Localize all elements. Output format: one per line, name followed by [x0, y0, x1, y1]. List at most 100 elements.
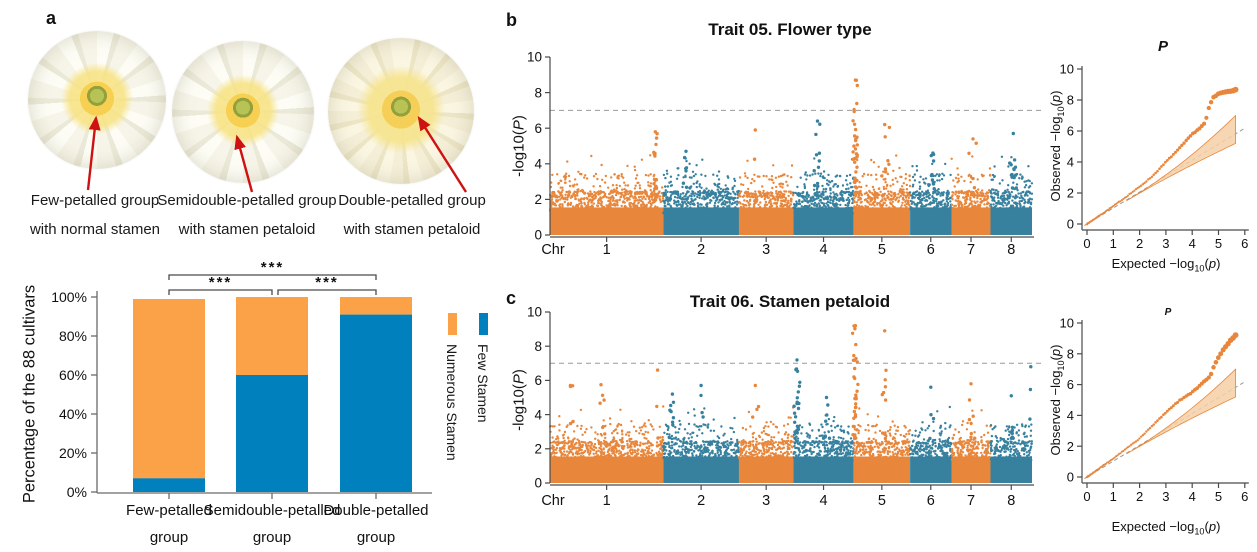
qq-ytick-label: 0 — [1067, 217, 1074, 232]
qq-xtick-label: 3 — [1162, 489, 1169, 504]
xlabel-part: 10 — [1194, 526, 1205, 537]
bar-few-stamen — [236, 375, 308, 492]
chromosome-tick-label: 4 — [819, 242, 827, 258]
double-petalled-caption: Double-petalled group with stamen petalo… — [312, 186, 512, 244]
manhattan-points — [548, 78, 1034, 235]
qq-c-title: P — [1164, 307, 1172, 318]
caption-line: Double-petalled group — [338, 192, 486, 209]
qq-ytick-label: 8 — [1067, 93, 1074, 108]
chromosome-tick-label: 8 — [1007, 242, 1015, 258]
manhattan-ytick-label: 8 — [534, 339, 542, 354]
panel-c-letter: c — [506, 288, 517, 308]
chromosome-tick-label: 4 — [819, 493, 827, 509]
bar-numerous-stamen — [236, 297, 308, 375]
manhattan-plot-trait05: 0 2 4 6 8 10 Chr 1 2 3 4 5 6 7 8 — [510, 28, 1045, 276]
xlabel-part: ) — [1216, 519, 1221, 534]
chromosome-tick-label: 1 — [603, 493, 611, 509]
manhattan-ytick-label: 0 — [534, 476, 542, 491]
few-stamen-swatch — [478, 313, 488, 335]
chromosome-tick-label: 2 — [697, 493, 705, 509]
few-petalled-flower-photo — [28, 31, 166, 169]
xlabel-part: ( — [1204, 519, 1209, 534]
xlabel-part: Expected −log — [1111, 256, 1195, 271]
manhattan-ytick-label: 8 — [534, 85, 542, 100]
significance-stars: *** — [315, 274, 339, 291]
chr-axis-label: Chr — [541, 242, 565, 258]
bars — [133, 297, 412, 492]
manhattan-ytick-label: 2 — [534, 442, 542, 457]
qq-c-xlabel: Expected −log10(p) — [1112, 519, 1221, 537]
manhattan-axes — [545, 56, 1034, 242]
qq-b-xlabel: Expected −log10(p) — [1112, 256, 1221, 274]
manhattan-trait06-svg: 0 2 4 6 8 10 Chr 1 2 3 4 5 6 7 8 — [527, 305, 1044, 509]
bar-ylabel: Percentage of the 88 cultivars — [20, 284, 39, 504]
panel-b-letter: b — [506, 10, 517, 30]
bar-ytick-label: 60% — [59, 367, 87, 383]
qq-axes — [1077, 66, 1249, 235]
chromosome-tick-label: 5 — [878, 493, 886, 509]
chromosome-tick-label: 6 — [927, 242, 935, 258]
qq-xtick-label: 5 — [1215, 489, 1222, 504]
qq-xtick-label: 4 — [1189, 236, 1196, 251]
legend-label: Few Stamen — [475, 344, 491, 423]
manhattan-ytick-label: 4 — [534, 407, 542, 422]
qq-ytick-label: 6 — [1067, 124, 1074, 139]
xlabel-part: ( — [1204, 256, 1209, 271]
chromosome-tick-label: 3 — [762, 242, 770, 258]
double-petalled-flower-photo — [328, 38, 474, 184]
numerous-stamen-swatch — [447, 313, 457, 335]
qq-xtick-label: 1 — [1110, 236, 1117, 251]
manhattan-ytick-label: 6 — [534, 373, 542, 388]
manhattan-ytick-label: 6 — [534, 121, 542, 136]
qq-xtick-label: 1 — [1110, 489, 1117, 504]
manhattan-points — [548, 324, 1033, 483]
bracket — [168, 289, 273, 295]
semidouble-petalled-caption: Semidouble-petalled group with stamen pe… — [147, 186, 347, 244]
significance-stars: *** — [261, 259, 285, 276]
qq-trait05-svg: 0 2 4 6 8 10 0 1 2 3 4 5 6 — [1060, 62, 1249, 251]
caption-line: Semidouble-petalled group — [157, 192, 337, 209]
manhattan-trait05-svg: 0 2 4 6 8 10 Chr 1 2 3 4 5 6 7 8 — [527, 50, 1044, 258]
qq-points — [1086, 86, 1239, 226]
manhattan-ytick-label: 10 — [527, 305, 542, 320]
significance-brackets: *** *** *** — [168, 259, 377, 295]
manhattan-c-title: Trait 06. Stamen petaloid — [689, 292, 891, 311]
bar-xtick-line2: group — [253, 529, 291, 546]
qq-plot-trait05: 0 2 4 6 8 10 0 1 2 3 4 5 6 — [1048, 30, 1257, 280]
manhattan-ytick-label: 4 — [534, 157, 542, 172]
bracket — [168, 274, 377, 280]
caption-line: with normal stamen — [29, 221, 161, 238]
qq-ytick-label: 10 — [1060, 62, 1074, 77]
qq-ytick-label: 10 — [1060, 316, 1074, 331]
xlabel-part: 10 — [1194, 263, 1205, 274]
semidouble-petalled-flower-photo — [172, 41, 314, 183]
bar-numerous-stamen — [133, 299, 205, 479]
chromosome-tick-label: 7 — [967, 493, 975, 509]
manhattan-b-title: Trait 05. Flower type — [708, 20, 872, 39]
chromosome-tick-label: 5 — [878, 242, 886, 258]
bar-ytick-label: 80% — [59, 328, 87, 344]
qq-xtick-label: 6 — [1241, 236, 1248, 251]
qq-trait06-svg: 0 2 4 6 8 10 0 1 2 3 4 5 6 — [1060, 316, 1249, 504]
bar-axes — [91, 291, 432, 499]
xlabel-part: p — [1208, 256, 1217, 271]
manhattan-ytick-label: 2 — [534, 192, 542, 207]
bar-ytick-label: 0% — [67, 484, 87, 500]
legend-numerous-stamen: Numerous Stamen — [443, 313, 461, 461]
qq-xtick-label: 4 — [1189, 489, 1196, 504]
qq-ytick-label: 2 — [1067, 439, 1074, 454]
qq-ytick-label: 2 — [1067, 186, 1074, 201]
qq-axes — [1077, 320, 1249, 488]
qq-xtick-label: 0 — [1083, 489, 1090, 504]
significance-stars: *** — [209, 274, 233, 291]
xlabel-part: Expected −log — [1111, 519, 1195, 534]
bar-xtick-line1: Few-petalled — [126, 502, 212, 519]
caption-line: with stamen petaloid — [343, 221, 481, 238]
manhattan-ytick-label: 10 — [527, 50, 542, 65]
bracket — [277, 289, 377, 295]
qq-xtick-label: 3 — [1162, 236, 1169, 251]
caption-line: with stamen petaloid — [178, 221, 316, 238]
qq-ytick-label: 4 — [1067, 155, 1074, 170]
few-petalled-caption: Few-petalled group with normal stamen — [0, 186, 190, 244]
